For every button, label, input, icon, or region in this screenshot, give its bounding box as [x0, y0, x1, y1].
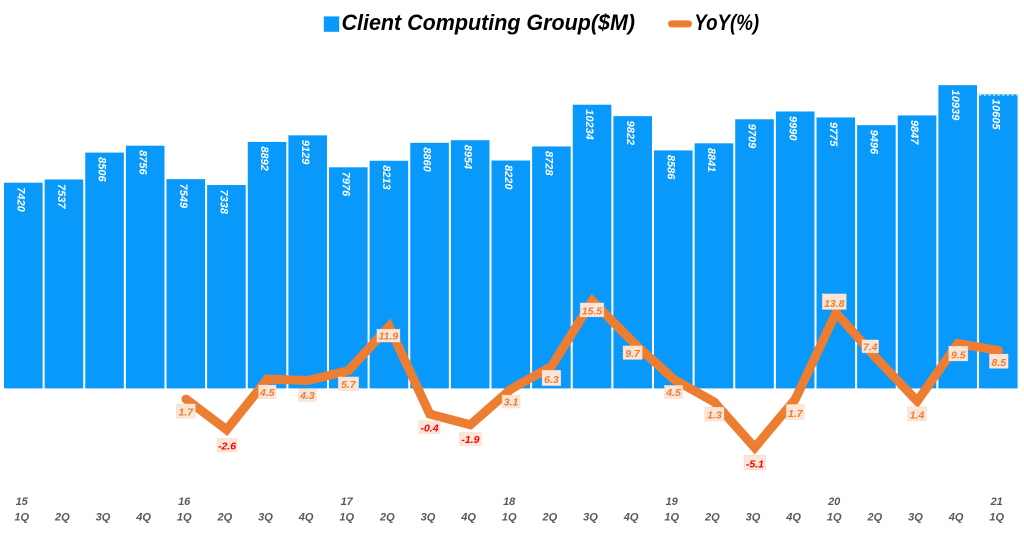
svg-text:9822: 9822 — [624, 121, 636, 145]
svg-text:1Q: 1Q — [502, 512, 517, 524]
svg-text:18: 18 — [503, 496, 516, 508]
svg-text:10939: 10939 — [949, 90, 961, 121]
svg-text:5.7: 5.7 — [341, 379, 357, 391]
svg-text:3Q: 3Q — [421, 512, 436, 524]
svg-text:1Q: 1Q — [827, 512, 842, 524]
svg-text:3.1: 3.1 — [504, 397, 519, 409]
svg-text:3Q: 3Q — [96, 512, 111, 524]
svg-text:9129: 9129 — [299, 140, 311, 165]
svg-text:9775: 9775 — [827, 122, 839, 147]
svg-text:1.7: 1.7 — [178, 407, 194, 419]
svg-text:2Q: 2Q — [704, 512, 720, 524]
svg-text:8756: 8756 — [136, 150, 148, 175]
svg-text:8220: 8220 — [502, 165, 514, 190]
svg-text:8728: 8728 — [543, 151, 555, 176]
svg-text:4Q: 4Q — [298, 512, 314, 524]
svg-text:9496: 9496 — [868, 130, 880, 155]
svg-text:11.9: 11.9 — [379, 331, 399, 343]
svg-text:19: 19 — [666, 496, 679, 508]
svg-text:9990: 9990 — [786, 116, 798, 141]
svg-text:-0.4: -0.4 — [420, 422, 438, 434]
svg-text:1Q: 1Q — [989, 512, 1004, 524]
svg-text:4.3: 4.3 — [299, 390, 315, 402]
svg-text:1Q: 1Q — [664, 512, 679, 524]
svg-text:4Q: 4Q — [623, 512, 639, 524]
svg-text:8841: 8841 — [705, 148, 717, 172]
svg-text:3Q: 3Q — [258, 512, 273, 524]
svg-text:2Q: 2Q — [216, 512, 232, 524]
svg-text:15: 15 — [16, 496, 29, 508]
svg-text:6.3: 6.3 — [544, 374, 559, 386]
svg-text:3Q: 3Q — [908, 512, 923, 524]
svg-text:10234: 10234 — [583, 109, 595, 140]
svg-text:4Q: 4Q — [948, 512, 964, 524]
svg-text:15.5: 15.5 — [582, 305, 603, 317]
svg-text:1.4: 1.4 — [910, 409, 925, 421]
svg-text:3Q: 3Q — [583, 512, 598, 524]
svg-text:7549: 7549 — [177, 184, 189, 209]
svg-text:3Q: 3Q — [746, 512, 761, 524]
svg-text:7338: 7338 — [218, 189, 230, 214]
svg-text:1Q: 1Q — [177, 512, 192, 524]
svg-text:20: 20 — [827, 496, 841, 508]
svg-text:8.5: 8.5 — [991, 357, 1006, 369]
svg-text:YoY(%): YoY(%) — [694, 10, 759, 35]
svg-text:1Q: 1Q — [14, 512, 29, 524]
svg-text:1Q: 1Q — [339, 512, 354, 524]
svg-text:4.5: 4.5 — [259, 387, 275, 399]
svg-text:7.4: 7.4 — [863, 341, 878, 353]
svg-text:7976: 7976 — [339, 172, 351, 197]
svg-text:7537: 7537 — [55, 184, 67, 209]
svg-text:9847: 9847 — [908, 120, 920, 145]
svg-text:2Q: 2Q — [541, 512, 557, 524]
svg-text:4Q: 4Q — [460, 512, 476, 524]
svg-text:4.5: 4.5 — [665, 387, 681, 399]
svg-text:7420: 7420 — [14, 187, 26, 212]
svg-text:4Q: 4Q — [135, 512, 151, 524]
svg-text:2Q: 2Q — [54, 512, 70, 524]
svg-text:16: 16 — [178, 496, 191, 508]
svg-text:2Q: 2Q — [866, 512, 882, 524]
svg-text:-2.6: -2.6 — [218, 440, 236, 452]
svg-text:13.8: 13.8 — [824, 298, 845, 310]
svg-text:1.7: 1.7 — [788, 408, 804, 420]
svg-text:8586: 8586 — [664, 155, 676, 180]
svg-text:1.3: 1.3 — [707, 410, 722, 422]
svg-text:2Q: 2Q — [379, 512, 395, 524]
svg-text:8506: 8506 — [96, 157, 108, 182]
svg-text:8892: 8892 — [258, 146, 270, 170]
svg-text:8954: 8954 — [461, 145, 473, 169]
svg-text:-1.9: -1.9 — [461, 434, 479, 446]
svg-text:10605: 10605 — [989, 99, 1001, 130]
svg-text:8213: 8213 — [380, 165, 392, 189]
svg-text:8860: 8860 — [421, 147, 433, 172]
svg-text:Client Computing Group($M): Client Computing Group($M) — [342, 10, 636, 35]
svg-text:9.7: 9.7 — [625, 348, 641, 360]
svg-text:9.5: 9.5 — [951, 350, 966, 362]
svg-text:21: 21 — [990, 496, 1003, 508]
svg-text:4Q: 4Q — [785, 512, 801, 524]
svg-text:-5.1: -5.1 — [746, 458, 764, 470]
svg-text:9709: 9709 — [746, 124, 758, 149]
svg-text:17: 17 — [341, 496, 354, 508]
